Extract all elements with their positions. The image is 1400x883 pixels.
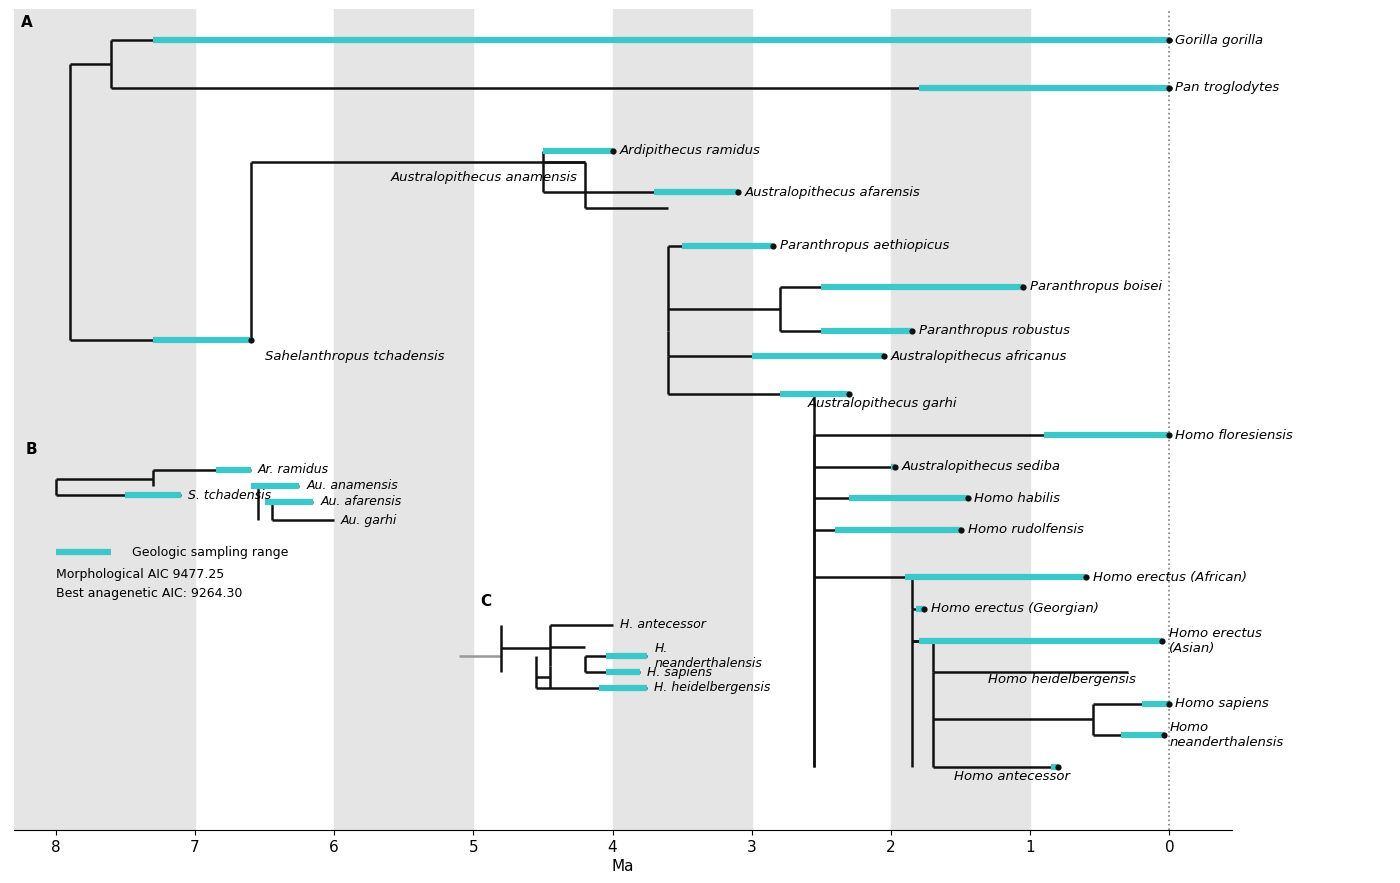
X-axis label: Ma: Ma — [612, 859, 634, 874]
Text: Best anagenetic AIC: 9264.30: Best anagenetic AIC: 9264.30 — [56, 586, 242, 600]
Text: B: B — [25, 442, 36, 457]
Text: Homo erectus (Georgian): Homo erectus (Georgian) — [931, 602, 1099, 615]
Text: Ardipithecus ramidus: Ardipithecus ramidus — [620, 145, 760, 157]
Text: Homo floresiensis: Homo floresiensis — [1175, 429, 1292, 442]
Text: Homo habilis: Homo habilis — [974, 492, 1060, 505]
Text: Au. garhi: Au. garhi — [342, 514, 398, 527]
Text: Pan troglodytes: Pan troglodytes — [1175, 81, 1280, 94]
Text: Australopithecus sediba: Australopithecus sediba — [902, 460, 1061, 473]
Text: Paranthropus boisei: Paranthropus boisei — [1030, 280, 1162, 293]
Text: Australopithecus africanus: Australopithecus africanus — [890, 350, 1067, 363]
Text: Australopithecus anamensis: Australopithecus anamensis — [391, 171, 578, 185]
Text: Gorilla gorilla: Gorilla gorilla — [1175, 34, 1263, 47]
Text: Homo sapiens: Homo sapiens — [1175, 698, 1268, 710]
Text: H. heidelbergensis: H. heidelbergensis — [654, 682, 770, 694]
Text: A: A — [21, 15, 32, 30]
Text: H. sapiens: H. sapiens — [647, 666, 713, 679]
Bar — [890, 9, 1030, 830]
Text: Paranthropus robustus: Paranthropus robustus — [918, 324, 1070, 337]
Text: Au. afarensis: Au. afarensis — [321, 495, 402, 508]
Text: Homo antecessor: Homo antecessor — [953, 770, 1070, 783]
Text: Homo rudolfensis: Homo rudolfensis — [967, 524, 1084, 537]
Text: Au. anamensis: Au. anamensis — [307, 479, 398, 492]
Text: Australopithecus garhi: Australopithecus garhi — [808, 397, 958, 410]
Text: Homo
neanderthalensis: Homo neanderthalensis — [1169, 721, 1284, 750]
Text: Geologic sampling range: Geologic sampling range — [133, 546, 288, 559]
Text: S. tchadensis: S. tchadensis — [188, 488, 272, 502]
Text: Homo erectus (African): Homo erectus (African) — [1093, 570, 1247, 584]
Text: Paranthropus aethiopicus: Paranthropus aethiopicus — [780, 239, 949, 253]
Text: H.
neanderthalensis: H. neanderthalensis — [654, 642, 762, 670]
Bar — [14, 9, 195, 830]
Text: Homo heidelbergensis: Homo heidelbergensis — [988, 674, 1137, 686]
Text: Ar. ramidus: Ar. ramidus — [258, 464, 329, 477]
Text: Australopithecus afarensis: Australopithecus afarensis — [745, 185, 921, 199]
Text: Morphological AIC 9477.25: Morphological AIC 9477.25 — [56, 568, 224, 581]
Bar — [335, 9, 473, 830]
Text: H. antecessor: H. antecessor — [620, 618, 706, 631]
Text: Homo erectus
(Asian): Homo erectus (Asian) — [1169, 627, 1263, 654]
Text: C: C — [480, 594, 491, 609]
Text: Sahelanthropus tchadensis: Sahelanthropus tchadensis — [265, 350, 444, 363]
Bar — [613, 9, 752, 830]
